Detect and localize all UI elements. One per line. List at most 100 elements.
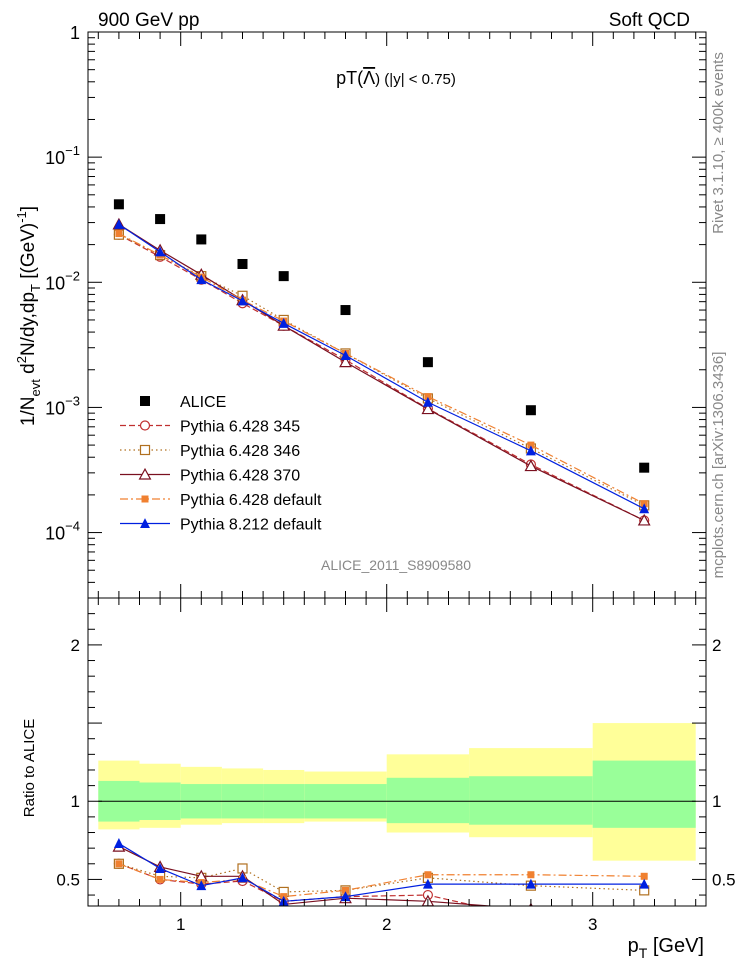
legend-marker-3 [138,467,152,480]
ratio-point-3-0 [115,860,123,868]
main-point-3-7 [524,459,538,472]
legend-entry-3: Pythia 6.428 370 [120,468,300,485]
x-axis-label: pT [GeV] [628,935,704,961]
main-series-group [112,199,651,526]
main-point-0-6 [422,357,433,368]
ratio-y-tick-label-left: 1 [71,792,80,811]
main-point-0-2 [196,234,207,245]
main-plot-title: pT(Λ) (|y| < 0.75) [336,68,456,88]
ratio-point-4-3 [237,872,248,883]
ratio-band-inner-6 [386,777,470,824]
ratio-y-tick-label-left: 0.5 [56,870,80,889]
main-y-tick-label: 10−3 [45,393,80,418]
ratio-point-3-6 [424,871,432,879]
main-point-4-0 [115,230,123,238]
ratio-series-line-1 [118,863,645,893]
header-right-title: Soft QCD [609,10,690,31]
main-point-5-4 [278,317,289,328]
main-y-tick-label: 10−4 [45,519,80,544]
legend-label-2: Pythia 6.428 346 [180,443,300,460]
main-series-line-5 [118,223,645,510]
ratio-series-2 [112,839,650,918]
ratio-y-tick-label-right: 2 [712,636,721,655]
ratio-y-axis-label: Ratio to ALICE [21,719,38,817]
ratio-y-tick-label-left: 2 [71,636,80,655]
ratio-y-tick-label-right: 0.5 [712,870,736,889]
legend-marker-4 [141,495,149,503]
axes-group: 1 2 3 1 10−1 10−2 10−3 10−4 0.5 0.5 1 1 2 2 [45,23,736,934]
main-point-0-8 [639,462,650,473]
x-tick-label: 2 [382,915,391,934]
main-series-line-1 [118,234,645,521]
ratio-band-inner-7 [469,776,593,825]
legend-marker-2 [139,444,151,456]
main-point-5-0 [113,219,124,229]
legend: ALICE Pythia 6.428 345 Pythia 6.428 346 Pyt… [120,394,322,534]
main-y-tick-label: 10−2 [45,268,80,293]
ratio-point-4-6 [422,878,433,889]
main-point-3-8 [637,513,651,526]
ratio-point-4-1 [155,863,166,873]
ratio-band-inner-8 [592,760,696,828]
legend-label-4: Pythia 6.428 default [180,492,322,509]
main-point-5-2 [196,274,207,285]
main-point-3-5 [339,355,352,368]
main-point-0-7 [525,405,536,416]
main-series-5 [113,219,650,514]
main-point-4-6 [424,393,432,401]
legend-label-1: Pythia 6.428 345 [180,419,300,436]
main-point-5-8 [639,503,650,514]
main-point-0-3 [237,258,248,269]
main-y-tick-label: 10−1 [45,143,80,168]
main-point-5-1 [155,246,166,257]
legend-marker-1 [139,420,151,431]
ratio-series-3 [115,860,648,901]
legend-label-0: ALICE [180,394,226,411]
ratio-series-line-4 [118,842,645,902]
main-y-tick-label: 1 [70,23,80,43]
mcplots-label: mcplots.cern.ch [arXiv:1306.3436] [710,352,727,579]
ratio-point-3-8 [640,872,648,880]
ratio-frame [87,597,707,907]
ratio-point-4-0 [113,838,124,848]
legend-label-5: Pythia 8.212 default [180,517,322,534]
main-series-0 [113,199,650,473]
ratio-point-3-7 [527,871,535,879]
ratio-point-0-8 [640,922,649,931]
ratio-point-2-8 [639,908,650,918]
main-point-0-4 [278,271,289,282]
ratio-bands [98,723,696,861]
ratio-point-4-8 [639,878,650,889]
main-point-0-0 [113,199,124,210]
header-left-title: 900 GeV pp [98,10,199,31]
legend-entry-0: ALICE [140,394,226,411]
rivet-version-label: Rivet 3.1.10, ≥ 400k events [710,52,727,234]
main-point-0-1 [155,214,166,225]
main-point-5-3 [237,295,248,306]
main-point-3-6 [421,402,435,415]
legend-label-3: Pythia 6.428 370 [180,468,300,485]
main-point-5-6 [422,396,433,407]
legend-entry-2: Pythia 6.428 346 [120,443,300,460]
main-frame [87,31,707,599]
ratio-point-3-5 [342,886,349,894]
legend-entry-1: Pythia 6.428 345 [120,419,300,436]
main-point-5-7 [525,445,536,456]
main-y-axis-label: 1/Nevt d2N/dy,dpT [(GeV)-1] [14,206,43,426]
main-point-5-5 [340,350,351,360]
analysis-label: ALICE_2011_S8909580 [321,557,471,573]
ratio-y-tick-label-right: 1 [712,792,721,811]
ratio-point-3-1 [156,875,164,883]
legend-entry-5: Pythia 8.212 default [120,517,322,534]
ratio-point-4-7 [525,878,536,889]
legend-entry-4: Pythia 6.428 default [120,492,322,509]
main-point-0-5 [340,305,351,316]
ratio-point-0-7 [526,914,535,923]
x-tick-label: 3 [588,915,597,934]
x-tick-label: 1 [176,915,185,934]
ratio-point-4-5 [340,891,351,902]
main-point-4-7 [527,441,535,449]
ratio-point-4-2 [196,880,207,891]
legend-marker-5 [140,518,150,528]
